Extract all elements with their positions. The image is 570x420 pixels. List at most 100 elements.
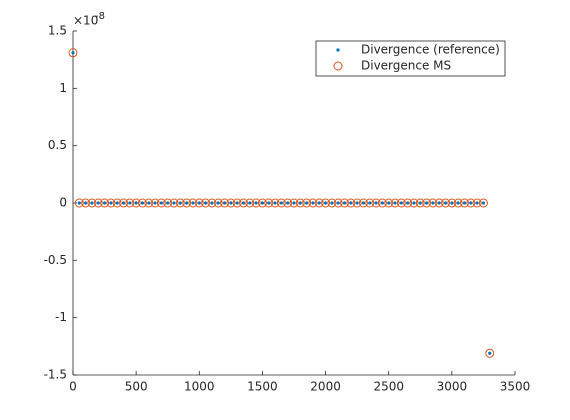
legend-label: Divergence (reference) [361, 43, 500, 57]
marker-dot [317, 201, 321, 205]
marker-dot [374, 201, 378, 205]
marker-dot [292, 201, 296, 205]
x-tick-label: 3500 [500, 380, 531, 394]
marker-circle [264, 198, 274, 208]
marker-circle [245, 198, 255, 208]
marker-circle [194, 198, 204, 208]
marker-dot [71, 51, 75, 55]
x-tick-label: 2500 [373, 380, 404, 394]
marker-dot [140, 201, 145, 205]
marker-circle [106, 198, 116, 208]
marker-circle [169, 198, 179, 208]
marker-dot [481, 201, 486, 205]
marker-circle [377, 198, 387, 208]
marker-dot [102, 201, 107, 205]
marker-dot [399, 201, 403, 205]
marker-circle [472, 198, 482, 208]
marker-circle [119, 198, 129, 208]
marker-dot [286, 201, 290, 205]
marker-circle [68, 48, 78, 58]
marker-dot [229, 201, 233, 205]
marker-circle [434, 198, 444, 208]
marker-dot [355, 201, 359, 205]
y-tick-label: -1 [55, 310, 67, 324]
marker-circle [156, 198, 166, 208]
legend-marker [333, 61, 343, 71]
marker-dot [96, 201, 100, 205]
marker-circle [93, 198, 103, 208]
marker-dot [443, 201, 448, 205]
marker-dot [172, 201, 176, 205]
marker-dot [191, 201, 195, 205]
marker-dot [450, 201, 454, 205]
marker-dot [147, 201, 151, 205]
marker-circle [384, 198, 394, 208]
marker-dot [185, 201, 189, 205]
marker-circle [251, 198, 261, 208]
marker-dot [380, 201, 384, 205]
marker-circle [441, 198, 451, 208]
marker-dot [204, 201, 208, 205]
x-tick-label: 1500 [247, 380, 278, 394]
marker-dot [431, 201, 435, 205]
marker-dot [248, 201, 252, 205]
marker-circle [182, 198, 192, 208]
marker-circle [100, 198, 110, 208]
marker-circle [207, 198, 217, 208]
marker-circle [447, 198, 457, 208]
marker-dot [298, 201, 302, 205]
marker-dot [437, 201, 441, 205]
marker-dot [336, 201, 340, 205]
marker-dot [311, 201, 315, 205]
marker-dot [210, 201, 214, 205]
marker-circle [144, 198, 154, 208]
marker-dot [418, 201, 422, 205]
marker-circle [358, 198, 368, 208]
marker-dot [197, 201, 201, 205]
marker-dot [406, 201, 410, 205]
marker-dot [128, 201, 132, 205]
x-tick-label: 3000 [437, 380, 468, 394]
marker-circle [238, 198, 248, 208]
marker-dot [349, 201, 353, 205]
marker-circle [396, 198, 406, 208]
marker-circle [403, 198, 413, 208]
marker-dot [178, 201, 182, 205]
marker-dot [77, 201, 81, 205]
marker-dot [425, 201, 429, 205]
marker-circle [314, 198, 324, 208]
marker-circle [232, 198, 242, 208]
marker-circle [365, 198, 375, 208]
marker-circle [340, 198, 350, 208]
y-tick-label: 1.5 [48, 24, 67, 38]
marker-dot [323, 201, 328, 205]
legend-box [315, 40, 506, 77]
marker-dot [361, 201, 366, 205]
marker-dot [475, 201, 479, 205]
marker-circle [220, 198, 230, 208]
y-tick-label: -1.5 [44, 368, 67, 382]
marker-circle [112, 198, 122, 208]
marker-circle [270, 198, 280, 208]
y-tick-label: 0 [59, 196, 67, 210]
marker-circle [346, 198, 356, 208]
marker-circle [352, 198, 362, 208]
legend-marker [336, 48, 340, 52]
marker-dot [305, 201, 309, 205]
marker-circle [333, 198, 343, 208]
legend-label: Divergence MS [361, 59, 451, 73]
marker-circle [453, 198, 463, 208]
marker-dot [254, 201, 258, 205]
marker-circle [302, 198, 312, 208]
marker-circle [257, 198, 267, 208]
marker-circle [125, 198, 135, 208]
marker-circle [201, 198, 211, 208]
marker-dot [330, 201, 334, 205]
y-exponent-power: -8 [95, 11, 105, 22]
marker-dot [159, 201, 163, 205]
marker-circle [188, 198, 198, 208]
marker-dot [222, 201, 227, 205]
marker-circle [163, 198, 173, 208]
marker-circle [321, 198, 331, 208]
